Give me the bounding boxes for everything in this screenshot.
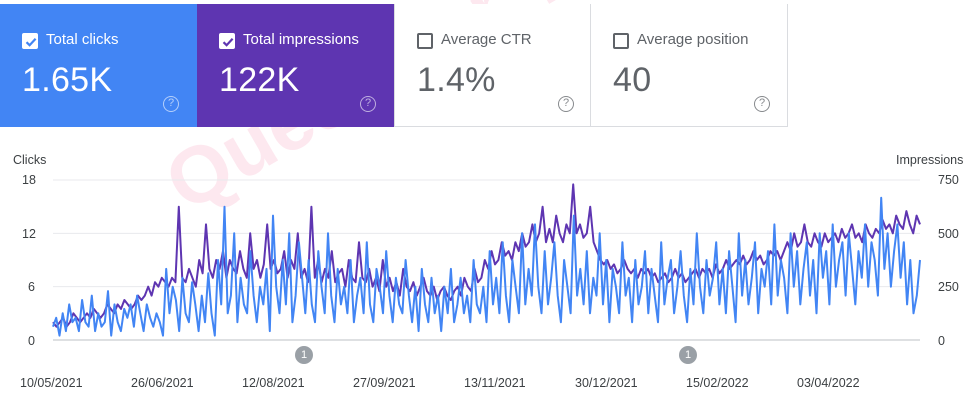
- right-axis-title: Impressions: [896, 153, 964, 167]
- x-tick-label: 26/06/2021: [131, 376, 194, 390]
- left-tick-label: 12: [22, 227, 36, 241]
- x-tick-label: 03/04/2022: [797, 376, 860, 390]
- x-tick-label: 30/12/2021: [575, 376, 638, 390]
- x-tick-label: 13/11/2021: [464, 376, 526, 390]
- left-tick-label: 6: [28, 280, 35, 294]
- right-tick-label: 0: [938, 334, 945, 348]
- x-tick-label: 12/08/2021: [242, 376, 305, 390]
- x-tick-label: 15/02/2022: [686, 376, 749, 390]
- clicks-series-line: [52, 196, 921, 337]
- right-tick-label: 500: [938, 227, 959, 241]
- metric-value: 122K: [219, 61, 300, 99]
- right-tick-label: 250: [938, 280, 959, 294]
- help-icon[interactable]: ?: [754, 96, 770, 112]
- right-tick-label: 750: [938, 173, 959, 187]
- unchecked-checkbox-icon[interactable]: [417, 33, 433, 49]
- metric-label: Total clicks: [46, 31, 119, 48]
- x-tick-label: 10/05/2021: [20, 376, 83, 390]
- checked-checkbox-icon[interactable]: [22, 33, 38, 49]
- unchecked-checkbox-icon[interactable]: [613, 33, 629, 49]
- metric-label: Total impressions: [243, 31, 359, 48]
- help-icon[interactable]: ?: [163, 96, 179, 112]
- metric-label: Average CTR: [441, 31, 532, 48]
- metric-card-average-ctr[interactable]: Average CTR 1.4% ?: [394, 4, 591, 127]
- metric-value: 40: [613, 61, 652, 99]
- help-icon[interactable]: ?: [558, 96, 574, 112]
- left-tick-label: 0: [28, 334, 35, 348]
- left-axis-title: Clicks: [13, 153, 47, 167]
- annotation-marker[interactable]: 1: [679, 346, 697, 364]
- metric-label: Average position: [637, 31, 749, 48]
- metric-card-total-clicks[interactable]: Total clicks 1.65K ?: [0, 4, 197, 127]
- x-tick-label: 27/09/2021: [353, 376, 416, 390]
- left-tick-label: 18: [22, 173, 36, 187]
- metric-card-total-impressions[interactable]: Total impressions 122K ?: [197, 4, 394, 127]
- help-icon[interactable]: ?: [360, 96, 376, 112]
- metric-cards: Total clicks 1.65K ? Total impressions 1…: [0, 4, 788, 127]
- checked-checkbox-icon[interactable]: [219, 33, 235, 49]
- metric-value: 1.65K: [22, 61, 113, 99]
- annotation-marker[interactable]: 1: [295, 346, 313, 364]
- metric-value: 1.4%: [417, 61, 496, 99]
- metric-card-average-position[interactable]: Average position 40 ?: [591, 4, 788, 127]
